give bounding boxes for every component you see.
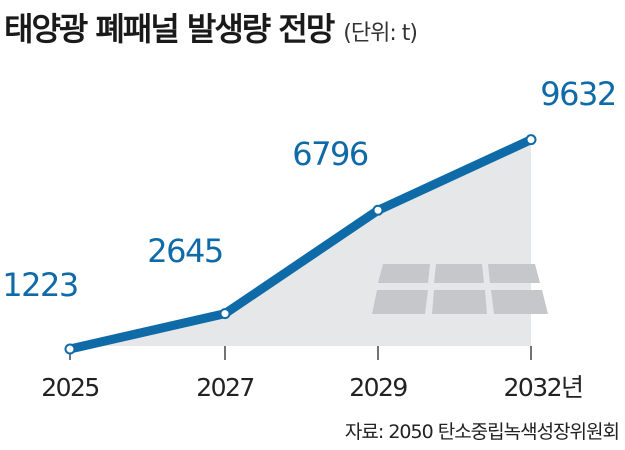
solar-panel-icon xyxy=(372,264,548,314)
solar-panel-cell xyxy=(491,290,548,314)
data-labels: 1223 2645 6796 9632 xyxy=(2,75,617,304)
title-row: 태양광 폐패널 발생량 전망 (단위: t) xyxy=(4,4,418,50)
series-line xyxy=(65,135,536,354)
data-label: 2645 xyxy=(147,232,222,270)
x-tick-label: 2027 xyxy=(196,373,254,402)
data-point xyxy=(219,308,231,320)
x-tick-label: 2029 xyxy=(349,373,407,402)
solar-panel-cell xyxy=(432,290,487,314)
solar-panel-cell xyxy=(488,264,540,283)
x-tick-label: 2032년 xyxy=(503,373,582,402)
solar-panel-cell xyxy=(372,290,428,314)
unit-label: (단위: t) xyxy=(343,21,418,46)
data-point xyxy=(372,204,384,216)
x-tick-label: 2025 xyxy=(41,373,99,402)
data-label: 6796 xyxy=(292,135,368,173)
solar-panel-cell xyxy=(434,264,484,283)
solar-panel-cell xyxy=(378,264,430,283)
data-label: 1223 xyxy=(2,266,77,304)
chart-title: 태양광 폐패널 발생량 전망 xyxy=(4,10,335,48)
data-label: 9632 xyxy=(540,75,615,113)
x-axis-ticks xyxy=(69,346,532,360)
source-note: 자료: 2050 탄소중립녹색성장위원회 xyxy=(344,421,620,443)
x-tick-labels: 2025 2027 2029 2032년 xyxy=(41,373,584,402)
data-points xyxy=(64,134,537,355)
data-point xyxy=(64,343,76,355)
data-point xyxy=(525,134,537,146)
